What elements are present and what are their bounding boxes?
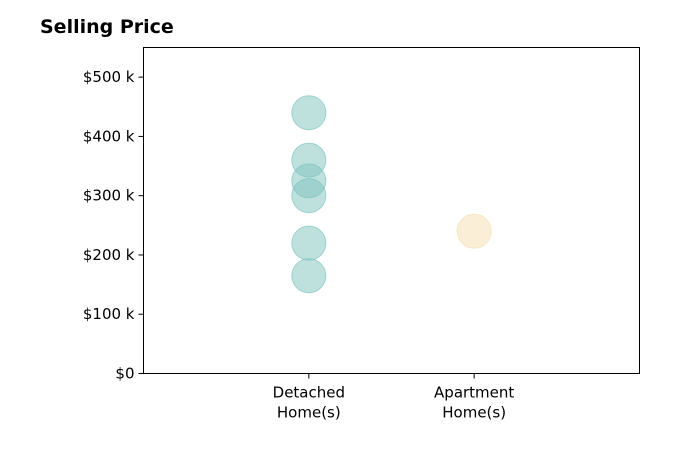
- data-point: [291, 95, 327, 131]
- y-tick-label: $200 k: [83, 246, 135, 264]
- y-tick-label: $0: [115, 365, 134, 383]
- data-point: [291, 178, 327, 214]
- y-tick-label: $500 k: [83, 68, 135, 86]
- y-tick-label: $300 k: [83, 187, 135, 205]
- y-tick-label: $100 k: [83, 305, 135, 323]
- x-tick-label: Apartment Home(s): [434, 384, 514, 422]
- chart-title: Selling Price: [40, 16, 174, 38]
- x-tick-label: Detached Home(s): [273, 384, 345, 422]
- points-layer: [291, 95, 492, 294]
- data-point: [456, 213, 492, 249]
- data-point: [291, 225, 327, 261]
- x-axis: Detached Home(s) Apartment Home(s): [273, 373, 514, 422]
- data-point: [291, 258, 327, 294]
- y-axis: $0 $100 k $200 k $300 k $400 k $500 k: [83, 68, 144, 383]
- y-tick-label: $400 k: [83, 127, 135, 145]
- plot-frame: [143, 47, 640, 374]
